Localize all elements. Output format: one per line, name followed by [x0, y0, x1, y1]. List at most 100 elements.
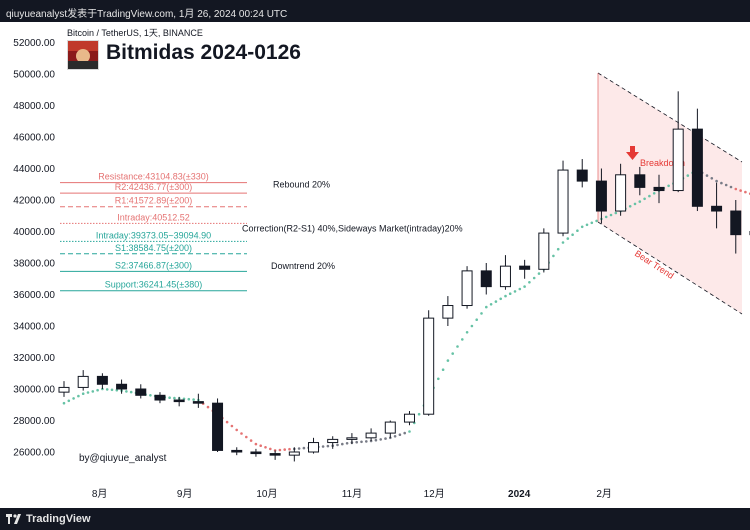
trail-dot — [720, 181, 723, 185]
trail-dot — [173, 396, 176, 400]
trail-dot — [537, 272, 541, 275]
trail-dot — [62, 401, 66, 405]
trail-dot — [561, 241, 565, 244]
trail-dot — [374, 438, 378, 442]
trail-dot — [456, 345, 459, 348]
trail-dot — [77, 394, 80, 398]
trail-dot — [249, 439, 253, 442]
trail-dot — [225, 420, 229, 424]
candlesticks — [58, 91, 750, 462]
chart-panel[interactable]: 26000.00 28000.00 30000.00 32000.00 34000.00… — [0, 22, 750, 508]
breakdown-arrow-icon — [630, 146, 635, 152]
trail-dot — [182, 397, 186, 401]
trail-dot — [451, 352, 455, 355]
candle-body — [96, 375, 108, 385]
candle-body — [250, 451, 262, 455]
trail-dot — [125, 390, 128, 393]
trail-dot — [710, 177, 714, 180]
bear-channel — [597, 72, 743, 315]
trail-dot — [465, 331, 469, 334]
trail-dot — [470, 324, 474, 328]
candle-body — [135, 388, 147, 396]
trail-dot — [369, 439, 373, 443]
candle-body — [212, 402, 224, 451]
trail-dot — [513, 290, 517, 293]
trail-dot — [576, 229, 579, 232]
author-avatar — [67, 40, 99, 70]
trail-dot — [192, 398, 195, 401]
y-tick-label: 34000.00 — [13, 322, 55, 333]
candle-body — [672, 128, 684, 192]
y-tick-label: 36000.00 — [13, 290, 55, 301]
x-tick-label: 2月 — [596, 488, 612, 500]
trail-dot — [67, 399, 71, 403]
trail-dot — [633, 202, 637, 206]
trail-dot — [494, 300, 498, 303]
trail-dot — [734, 187, 738, 191]
trail-dot — [264, 446, 267, 449]
trail-dot — [590, 221, 594, 225]
candle-body — [384, 421, 396, 434]
scenario-downtrend: Downtrend 20% — [271, 261, 335, 271]
trail-dot — [235, 428, 238, 432]
trail-dot — [326, 444, 330, 448]
trail-dot — [398, 433, 402, 437]
price-level-label: Support:36241.45(±380) — [105, 280, 203, 290]
y-axis: 26000.00 28000.00 30000.00 32000.00 34000.00… — [13, 38, 55, 459]
trail-dot — [355, 440, 359, 444]
trail-dot — [240, 432, 243, 435]
footer-bar: TradingView — [0, 508, 750, 530]
candle-body — [192, 401, 204, 404]
candle-body — [365, 432, 377, 439]
trail-dot — [149, 394, 152, 397]
candle-body — [308, 442, 320, 453]
trail-dot — [580, 225, 584, 229]
candle-body — [519, 265, 531, 270]
y-tick-label: 40000.00 — [13, 227, 55, 238]
x-tick-label: 11月 — [342, 488, 362, 500]
publish-caption: qiuyueanalyst发表于TradingView.com, 1月 26, … — [6, 9, 288, 20]
trail-dot — [91, 390, 95, 393]
scenario-rebound: Rebound 20% — [273, 179, 330, 189]
trail-dot — [283, 448, 287, 451]
y-tick-label: 32000.00 — [13, 353, 55, 364]
trail-dot — [485, 305, 488, 309]
trail-dot — [115, 388, 119, 392]
trail-dot — [686, 174, 690, 177]
trail-dot — [168, 396, 171, 400]
candle-body — [116, 383, 128, 390]
price-chart[interactable]: 26000.00 28000.00 30000.00 32000.00 34000.00… — [0, 22, 750, 508]
trail-dot — [724, 183, 728, 187]
trail-dot — [384, 437, 387, 440]
trail-dot — [86, 391, 90, 394]
trail-dot — [81, 392, 85, 396]
price-level-label: R2:42436.77(±300) — [115, 182, 193, 192]
y-tick-label: 48000.00 — [13, 101, 55, 112]
candle-body — [58, 386, 70, 393]
trail-dot — [408, 430, 411, 433]
trail-dot — [489, 303, 493, 306]
trail-dot — [475, 318, 479, 322]
publish-header: qiuyueanalyst发表于TradingView.com, 1月 26, … — [0, 0, 750, 22]
tradingview-logo-icon — [6, 514, 21, 524]
candle-body — [461, 270, 473, 307]
candle-body — [615, 174, 627, 212]
trail-dot — [302, 446, 306, 450]
candle-body — [653, 186, 665, 192]
y-tick-label: 28000.00 — [13, 416, 55, 427]
y-tick-label: 38000.00 — [13, 259, 55, 270]
y-tick-label: 44000.00 — [13, 164, 55, 175]
y-tick-label: 26000.00 — [13, 448, 55, 459]
trail-dot — [705, 174, 709, 177]
trail-dot — [96, 388, 99, 392]
price-level-label: R1:41572.89(±200) — [115, 196, 193, 206]
trail-dot — [417, 412, 421, 416]
x-tick-label: 10月 — [256, 488, 277, 500]
footer-brand: TradingView — [26, 513, 91, 525]
trail-dot — [461, 338, 464, 341]
trail-dot — [643, 197, 646, 201]
trail-dot — [129, 390, 133, 394]
trail-dot — [552, 254, 555, 258]
candle-body — [634, 174, 646, 188]
